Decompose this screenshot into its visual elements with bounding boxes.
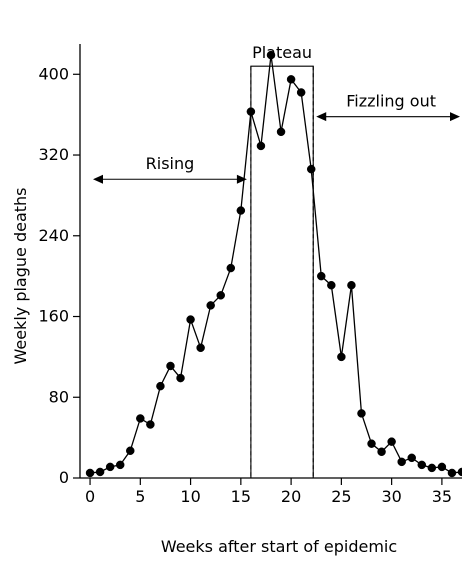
y-tick-label: 320 [38, 145, 69, 164]
data-point [357, 409, 366, 418]
data-point [266, 50, 276, 60]
data-point [447, 468, 457, 478]
data-point [206, 301, 215, 310]
y-tick-label: 240 [38, 226, 69, 245]
data-point [437, 462, 447, 472]
x-tick-label: 15 [231, 487, 251, 506]
data-point [417, 460, 427, 470]
data-point [156, 381, 165, 391]
data-point [337, 352, 346, 362]
data-point [457, 467, 462, 477]
data-point [105, 462, 115, 472]
labels-layer: 0 80 160 240 320 400 0 5 10 15 20 25 30 35 Weeks after… [11, 43, 452, 556]
data-point [387, 437, 396, 446]
y-axis-title: Weekly plague deaths [11, 187, 30, 364]
fizzling-label: Fizzling out [346, 92, 436, 111]
data-point [136, 414, 145, 423]
x-tick-label: 25 [331, 487, 351, 506]
x-tick-label: 0 [85, 487, 95, 506]
data-point [226, 263, 236, 273]
data-point [317, 271, 326, 281]
x-tick-label: 10 [180, 487, 200, 506]
data-point [166, 361, 175, 371]
data-point [256, 141, 266, 151]
data-point [146, 420, 155, 429]
data-point [327, 280, 336, 290]
data-point [397, 457, 406, 467]
y-tick-label: 160 [38, 307, 69, 326]
data-point [276, 127, 286, 137]
series-line [89, 55, 462, 474]
data-point [246, 107, 256, 116]
data-point [407, 453, 416, 463]
data-point [95, 467, 105, 477]
data-point [377, 447, 386, 457]
data-point [347, 280, 356, 290]
x-tick-label: 5 [135, 487, 145, 506]
rising-arrow-left-head [93, 174, 103, 184]
axes-layer [73, 44, 462, 485]
data-point [216, 291, 225, 300]
x-tick-label: 35 [432, 487, 452, 506]
data-point [306, 164, 316, 174]
y-tick-label: 80 [49, 387, 69, 406]
data-point [296, 88, 306, 97]
x-tick-label: 20 [281, 487, 301, 506]
data-point [236, 206, 246, 215]
data-point [286, 75, 296, 84]
data-point [186, 315, 195, 324]
data-point [427, 463, 437, 473]
annotation-layer [93, 65, 460, 478]
y-tick-label: 0 [59, 468, 69, 487]
rising-label: Rising [146, 154, 195, 173]
x-axis-title: Weeks after start of epidemic [161, 537, 397, 556]
fizzling-arrow-right-head [450, 112, 460, 122]
data-point [126, 446, 135, 455]
data-point [196, 343, 205, 353]
data-point [367, 439, 376, 448]
y-tick-label: 400 [38, 64, 69, 83]
fizzling-arrow-left-head [316, 112, 327, 122]
plateau-label: Plateau [252, 43, 312, 62]
data-point [176, 373, 185, 383]
data-point [115, 460, 125, 470]
x-tick-label: 30 [381, 487, 401, 506]
series-layer [85, 50, 462, 478]
rising-arrow-right-head [236, 174, 247, 184]
data-point [85, 468, 95, 478]
